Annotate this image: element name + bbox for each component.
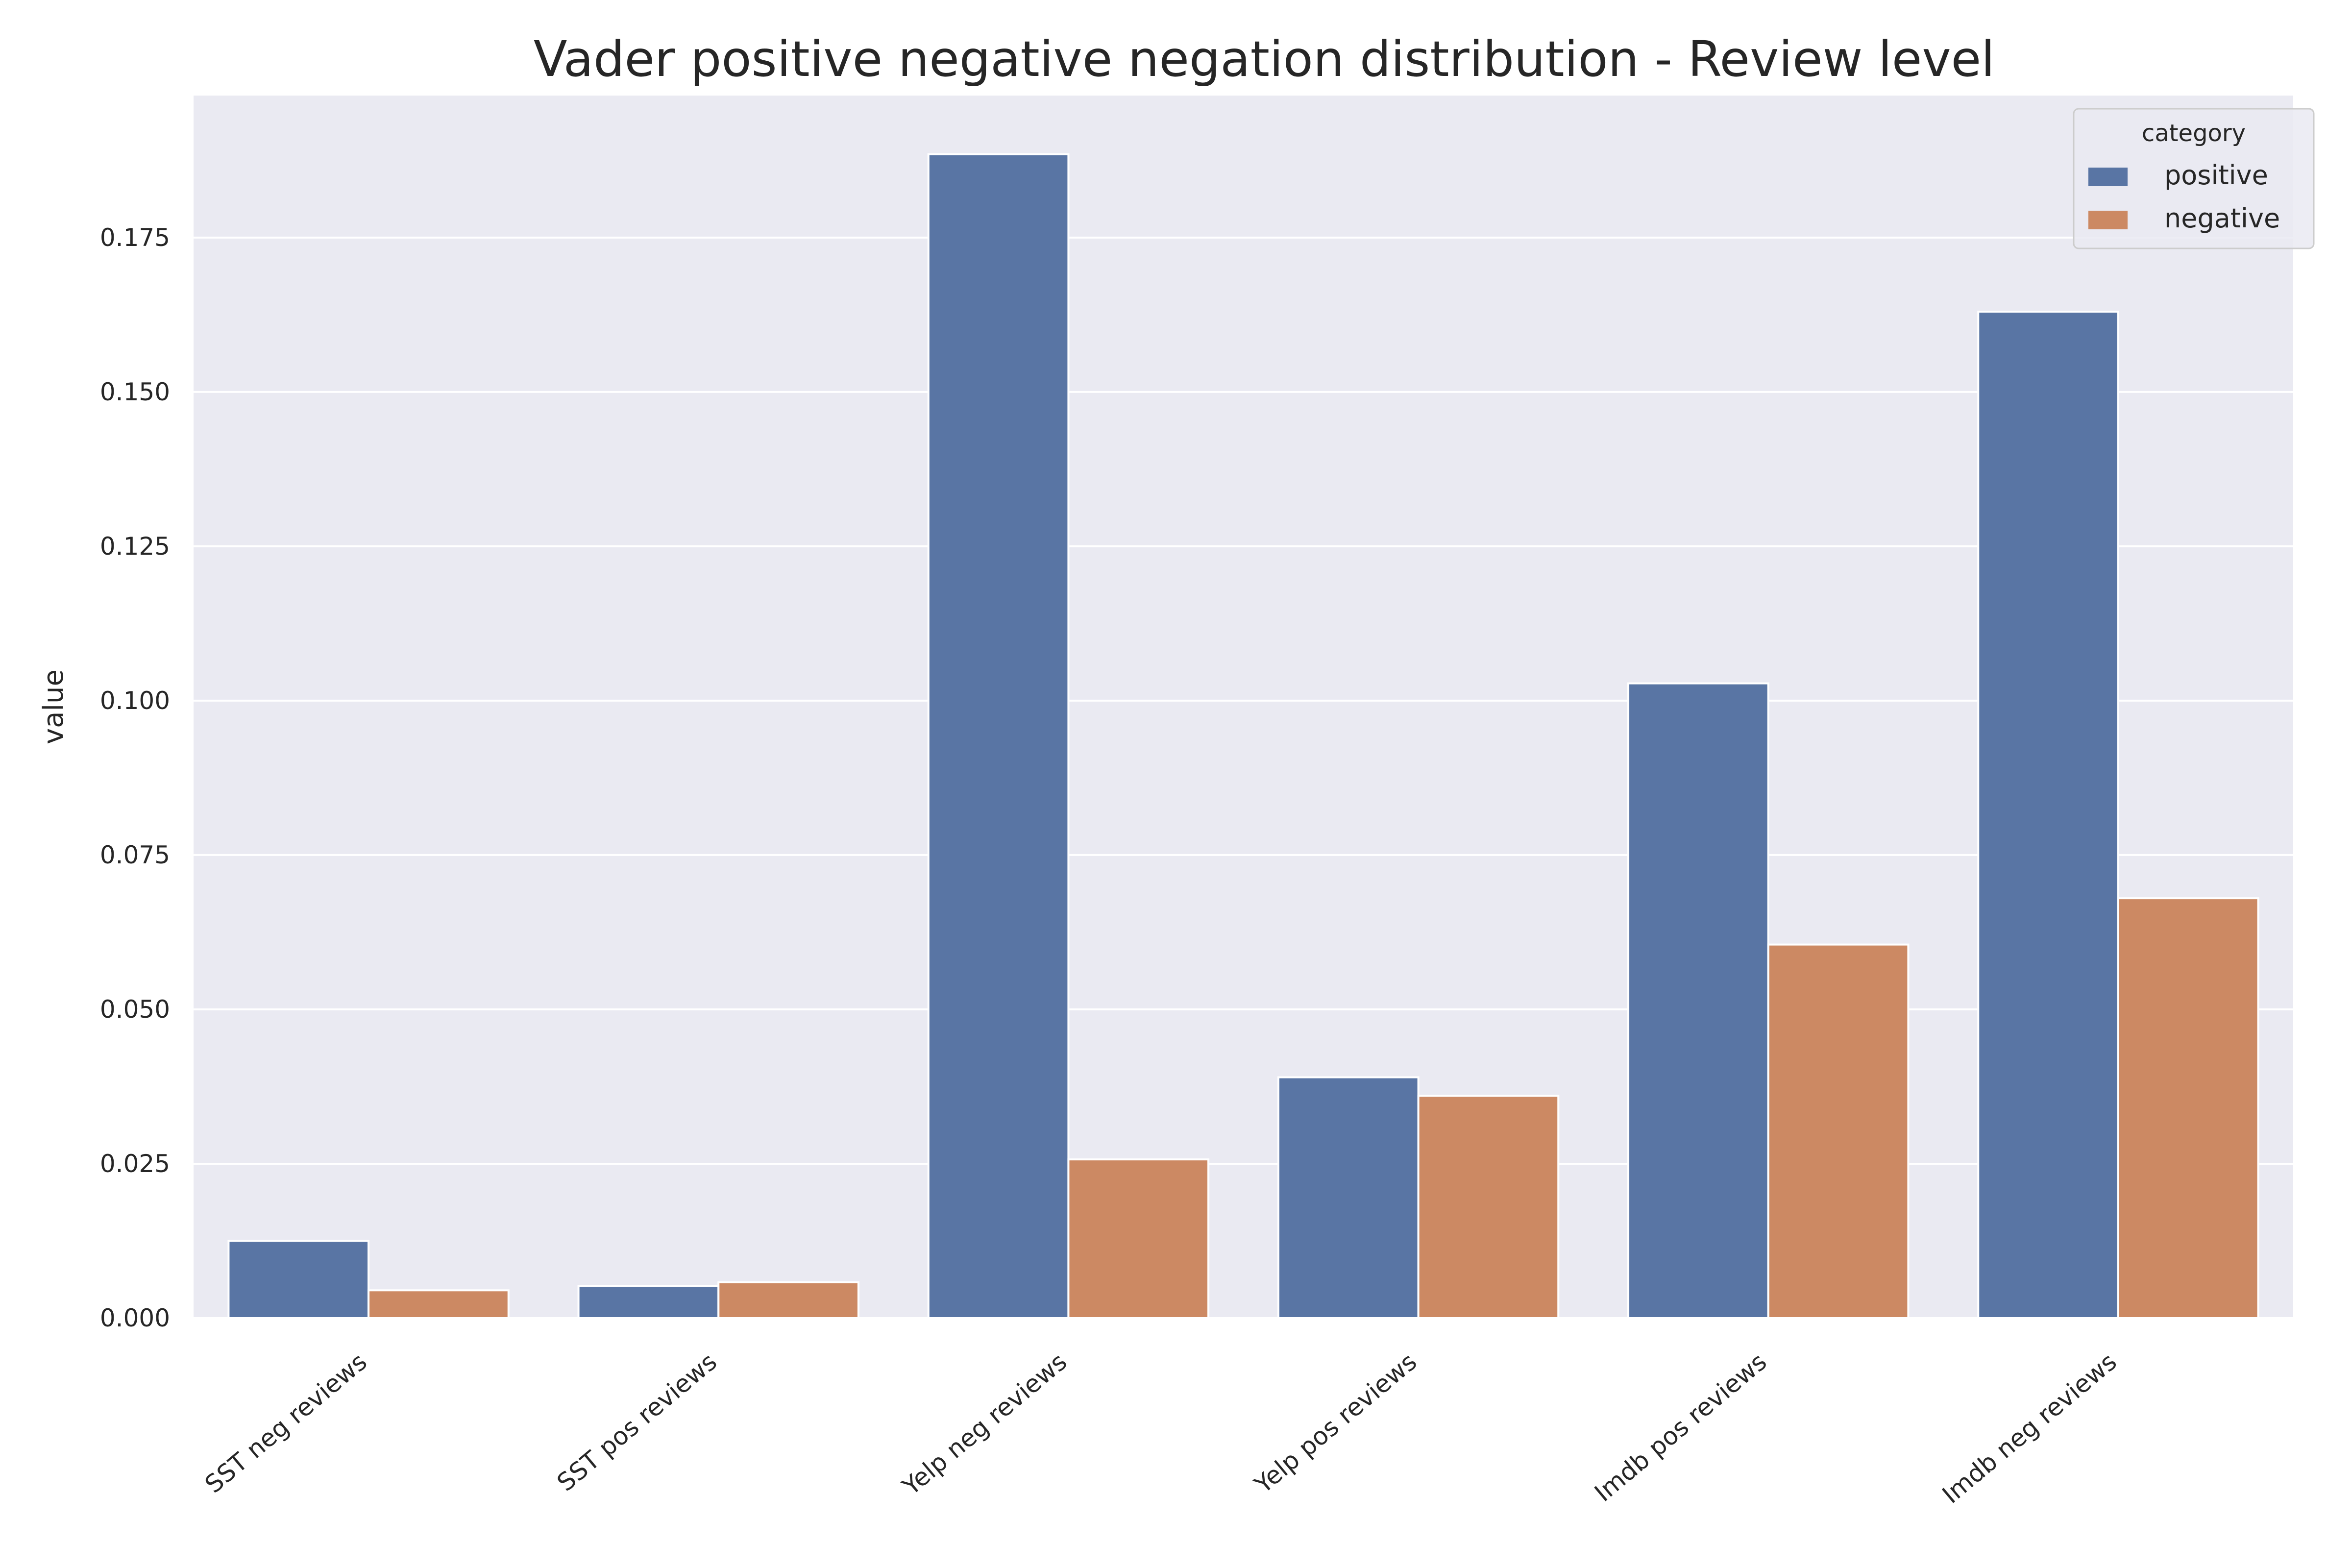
plot-area (194, 96, 2293, 1318)
legend-swatch-negative (2088, 211, 2128, 229)
legend-label-positive: positive (2164, 160, 2268, 191)
y-axis: 0.000 0.025 0.050 0.075 0.100 0.125 0.150 0.175 (100, 223, 170, 1332)
x-tick-label: SST neg reviews (199, 1348, 372, 1499)
bar-positive-3 (1277, 1076, 1420, 1319)
bar-negative-5 (2117, 897, 2259, 1320)
bar-negative-3 (1417, 1095, 1560, 1319)
bar-positive-2 (927, 153, 1070, 1319)
y-axis-label: value (38, 669, 70, 744)
x-tick-label: Imdb pos reviews (1589, 1348, 1772, 1507)
bar-positive-1 (577, 1285, 720, 1320)
x-tick-label: Yelp pos reviews (1249, 1348, 1422, 1499)
x-tick-label: Yelp neg reviews (897, 1348, 1072, 1501)
bar-positive-4 (1627, 682, 1769, 1319)
gridlines (194, 236, 2293, 1319)
bar-negative-2 (1067, 1158, 1210, 1319)
y-tick-label: 0.025 (100, 1150, 170, 1178)
bar-negative-4 (1767, 943, 1910, 1319)
legend-label-negative: negative (2164, 203, 2280, 234)
bars (227, 153, 2259, 1320)
y-tick-label: 0.100 (100, 686, 170, 715)
y-tick-label: 0.125 (100, 532, 170, 561)
x-tick-label: Imdb neg reviews (1937, 1348, 2122, 1509)
x-axis: SST neg reviews SST pos reviews Yelp neg r… (199, 1348, 2122, 1509)
bar-negative-1 (717, 1281, 859, 1319)
bar-negative-0 (368, 1289, 510, 1319)
chart-title: Vader positive negative negation distrib… (534, 30, 1995, 88)
legend: category positive negative (2073, 108, 2315, 249)
legend-box (2073, 108, 2315, 249)
y-tick-label: 0.075 (100, 841, 170, 869)
legend-title: category (2142, 120, 2246, 147)
y-tick-label: 0.000 (100, 1304, 170, 1332)
bar-positive-5 (1977, 311, 2119, 1319)
y-tick-label: 0.175 (100, 223, 170, 252)
bar-positive-0 (227, 1240, 370, 1319)
y-tick-label: 0.150 (100, 378, 170, 406)
y-tick-label: 0.050 (100, 995, 170, 1024)
x-tick-label: SST pos reviews (552, 1348, 722, 1497)
legend-swatch-positive (2088, 168, 2128, 186)
